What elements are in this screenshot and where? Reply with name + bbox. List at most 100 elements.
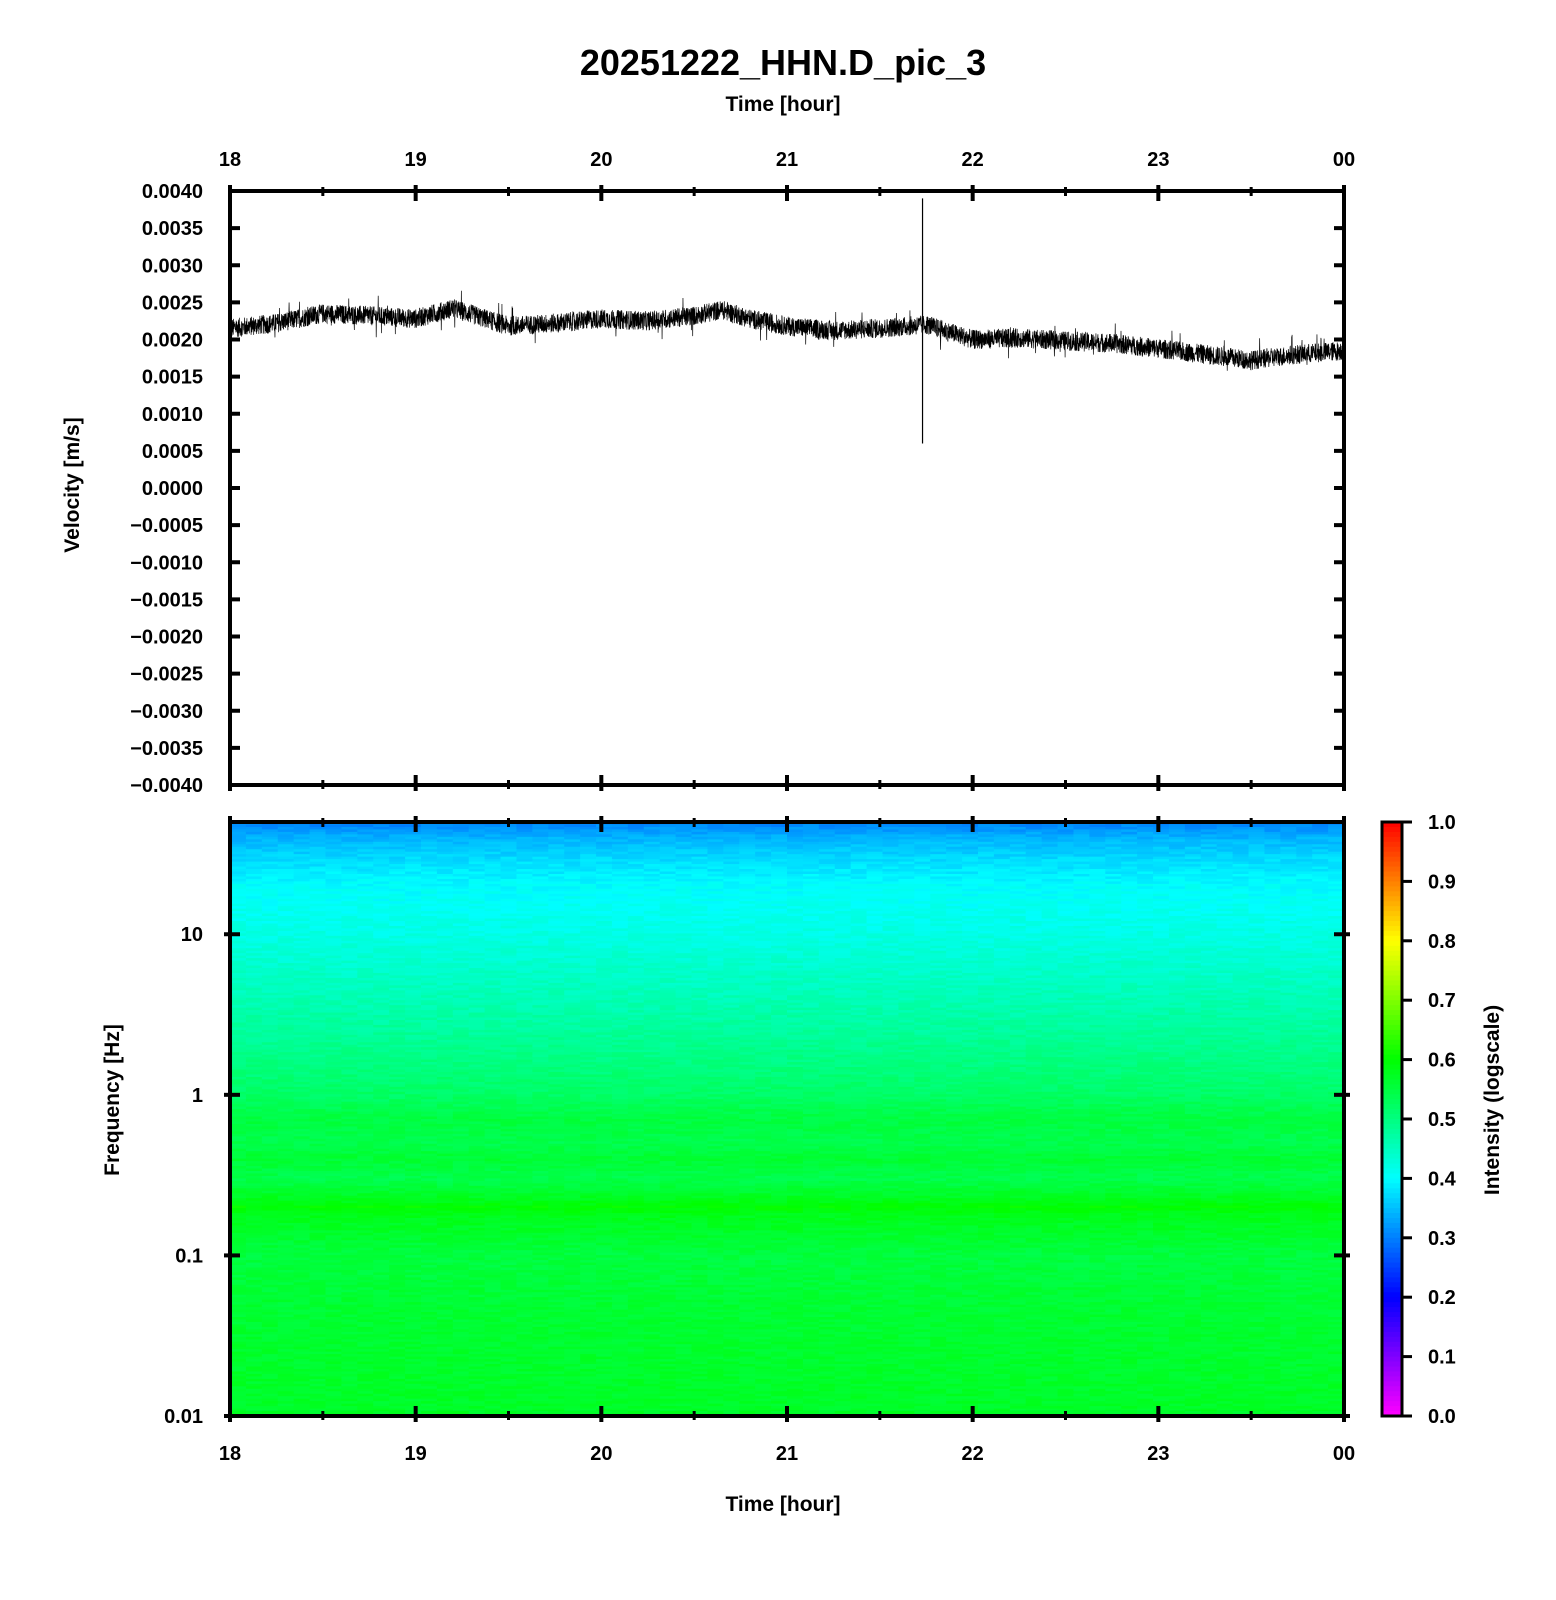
spectrogram-cell <box>580 940 597 944</box>
spectrogram-cell <box>1232 921 1250 925</box>
spectrogram-cell <box>1105 851 1122 855</box>
spectrogram-cell <box>818 866 836 870</box>
spectrogram-cell <box>1264 955 1281 959</box>
spectrogram-cell <box>946 958 963 962</box>
spectrogram-cell <box>739 918 756 922</box>
spectrogram-cell <box>882 831 899 835</box>
spectrogram-cell <box>436 871 454 875</box>
spectrogram-cell <box>914 916 931 920</box>
spectrogram-cell <box>739 943 756 947</box>
spectrogram-cell <box>277 916 295 920</box>
spectrogram-cell <box>500 945 518 949</box>
spectrogram-cell <box>293 903 311 907</box>
spectrogram-cell <box>1153 945 1170 949</box>
spectrogram-cell <box>611 950 629 954</box>
spectrogram-cell <box>1184 886 1202 890</box>
spectrogram-cell <box>1184 992 1202 996</box>
spectrogram-cell <box>1153 871 1170 875</box>
spectrogram-cell <box>1121 945 1138 949</box>
spectrogram-cell <box>1232 846 1250 850</box>
spectrogram-cell <box>596 831 613 835</box>
spectrogram-cell <box>452 834 470 838</box>
spectrogram-cell <box>548 861 565 865</box>
spectrogram-cell <box>564 864 581 868</box>
spectrogram-cell <box>1153 881 1170 885</box>
spectrogram-cell <box>611 896 629 900</box>
spectrogram-cell <box>866 869 884 873</box>
spectrogram-cell <box>1041 864 1059 868</box>
spectrogram-cell <box>611 913 629 917</box>
spectrogram-cell <box>643 886 661 890</box>
spectrogram-cell <box>1105 841 1122 845</box>
spectrogram-cell <box>818 935 836 939</box>
spectrogram-cell <box>277 851 295 855</box>
spectrogram-cell <box>850 943 868 947</box>
spectrogram-cell <box>723 923 740 927</box>
spectrogram-cell <box>389 901 406 905</box>
spectrogram-cell <box>898 844 915 848</box>
spectrogram-cell <box>993 958 1011 962</box>
spectrogram-cell <box>850 911 868 915</box>
spectrogram-cell <box>787 928 804 932</box>
spectrogram-cell <box>1232 829 1250 833</box>
spectrogram-cell <box>930 975 947 979</box>
spectrogram-cell <box>484 864 502 868</box>
spectrogram-cell <box>1184 896 1202 900</box>
spectrogram-cell <box>230 913 247 917</box>
spectrogram-cell <box>977 861 995 865</box>
spectrogram-cell <box>1232 940 1250 944</box>
spectrogram-cell <box>946 844 963 848</box>
spectrogram-cell <box>611 866 629 870</box>
spectrogram-cell <box>930 824 947 828</box>
spectrogram-cell <box>993 913 1011 917</box>
spectrogram-cell <box>1184 871 1202 875</box>
spectrogram-cell <box>1105 844 1122 848</box>
spectrogram-cell <box>230 985 247 989</box>
spectrogram-cell <box>436 836 454 840</box>
spectrogram-cell <box>325 908 342 912</box>
spectrogram-cell <box>1216 859 1234 863</box>
spectrogram-cell <box>1200 841 1218 845</box>
spectrogram-cell <box>611 883 629 887</box>
spectrogram-cell <box>596 953 613 957</box>
spectrogram-cell <box>1264 861 1281 865</box>
spectrogram-cell <box>580 881 597 885</box>
spectrogram-cell <box>1041 965 1059 969</box>
spectrogram-cell <box>898 854 915 858</box>
spectrogram-cell <box>261 883 279 887</box>
spectrogram-cell <box>930 987 947 991</box>
spectrogram-cell <box>405 975 422 979</box>
spectrogram-cell <box>850 851 868 855</box>
spectrogram-cell <box>277 918 295 922</box>
spectrogram-cell <box>882 844 899 848</box>
spectrogram-cell <box>787 896 804 900</box>
spectrogram-cell <box>866 826 884 831</box>
spectrogram-cell <box>1137 975 1154 979</box>
spectrogram-cell <box>484 913 502 917</box>
spectrogram-cell <box>834 888 852 892</box>
spectrogram-cell <box>293 864 311 868</box>
spectrogram-cell <box>389 851 406 855</box>
spectrogram-cell <box>1057 903 1075 907</box>
spectrogram-cell <box>420 968 438 972</box>
spectrogram-cell <box>802 824 820 828</box>
spectrogram-cell <box>325 921 342 925</box>
spectrogram-cell <box>1216 955 1234 959</box>
spectrogram-cell <box>611 829 629 833</box>
spectrogram-cell <box>787 871 804 875</box>
spectrogram-cell <box>1168 849 1186 853</box>
spectrogram-cell <box>1009 903 1027 907</box>
spectrogram-cell <box>500 903 518 907</box>
spectrogram-cell <box>802 861 820 865</box>
spectrogram-cell <box>468 826 486 831</box>
spectrogram-cell <box>484 965 502 969</box>
spectrogram-cell <box>436 846 454 850</box>
spectrogram-cell <box>436 826 454 831</box>
spectrogram-cell <box>707 861 724 865</box>
spectrogram-cell <box>548 970 565 974</box>
spectrogram-cell <box>691 901 709 905</box>
spectrogram-cell <box>1025 923 1043 927</box>
spectrogram-cell <box>1025 990 1043 994</box>
spectrogram-cell <box>659 955 677 959</box>
spectrogram-cell <box>691 940 709 944</box>
